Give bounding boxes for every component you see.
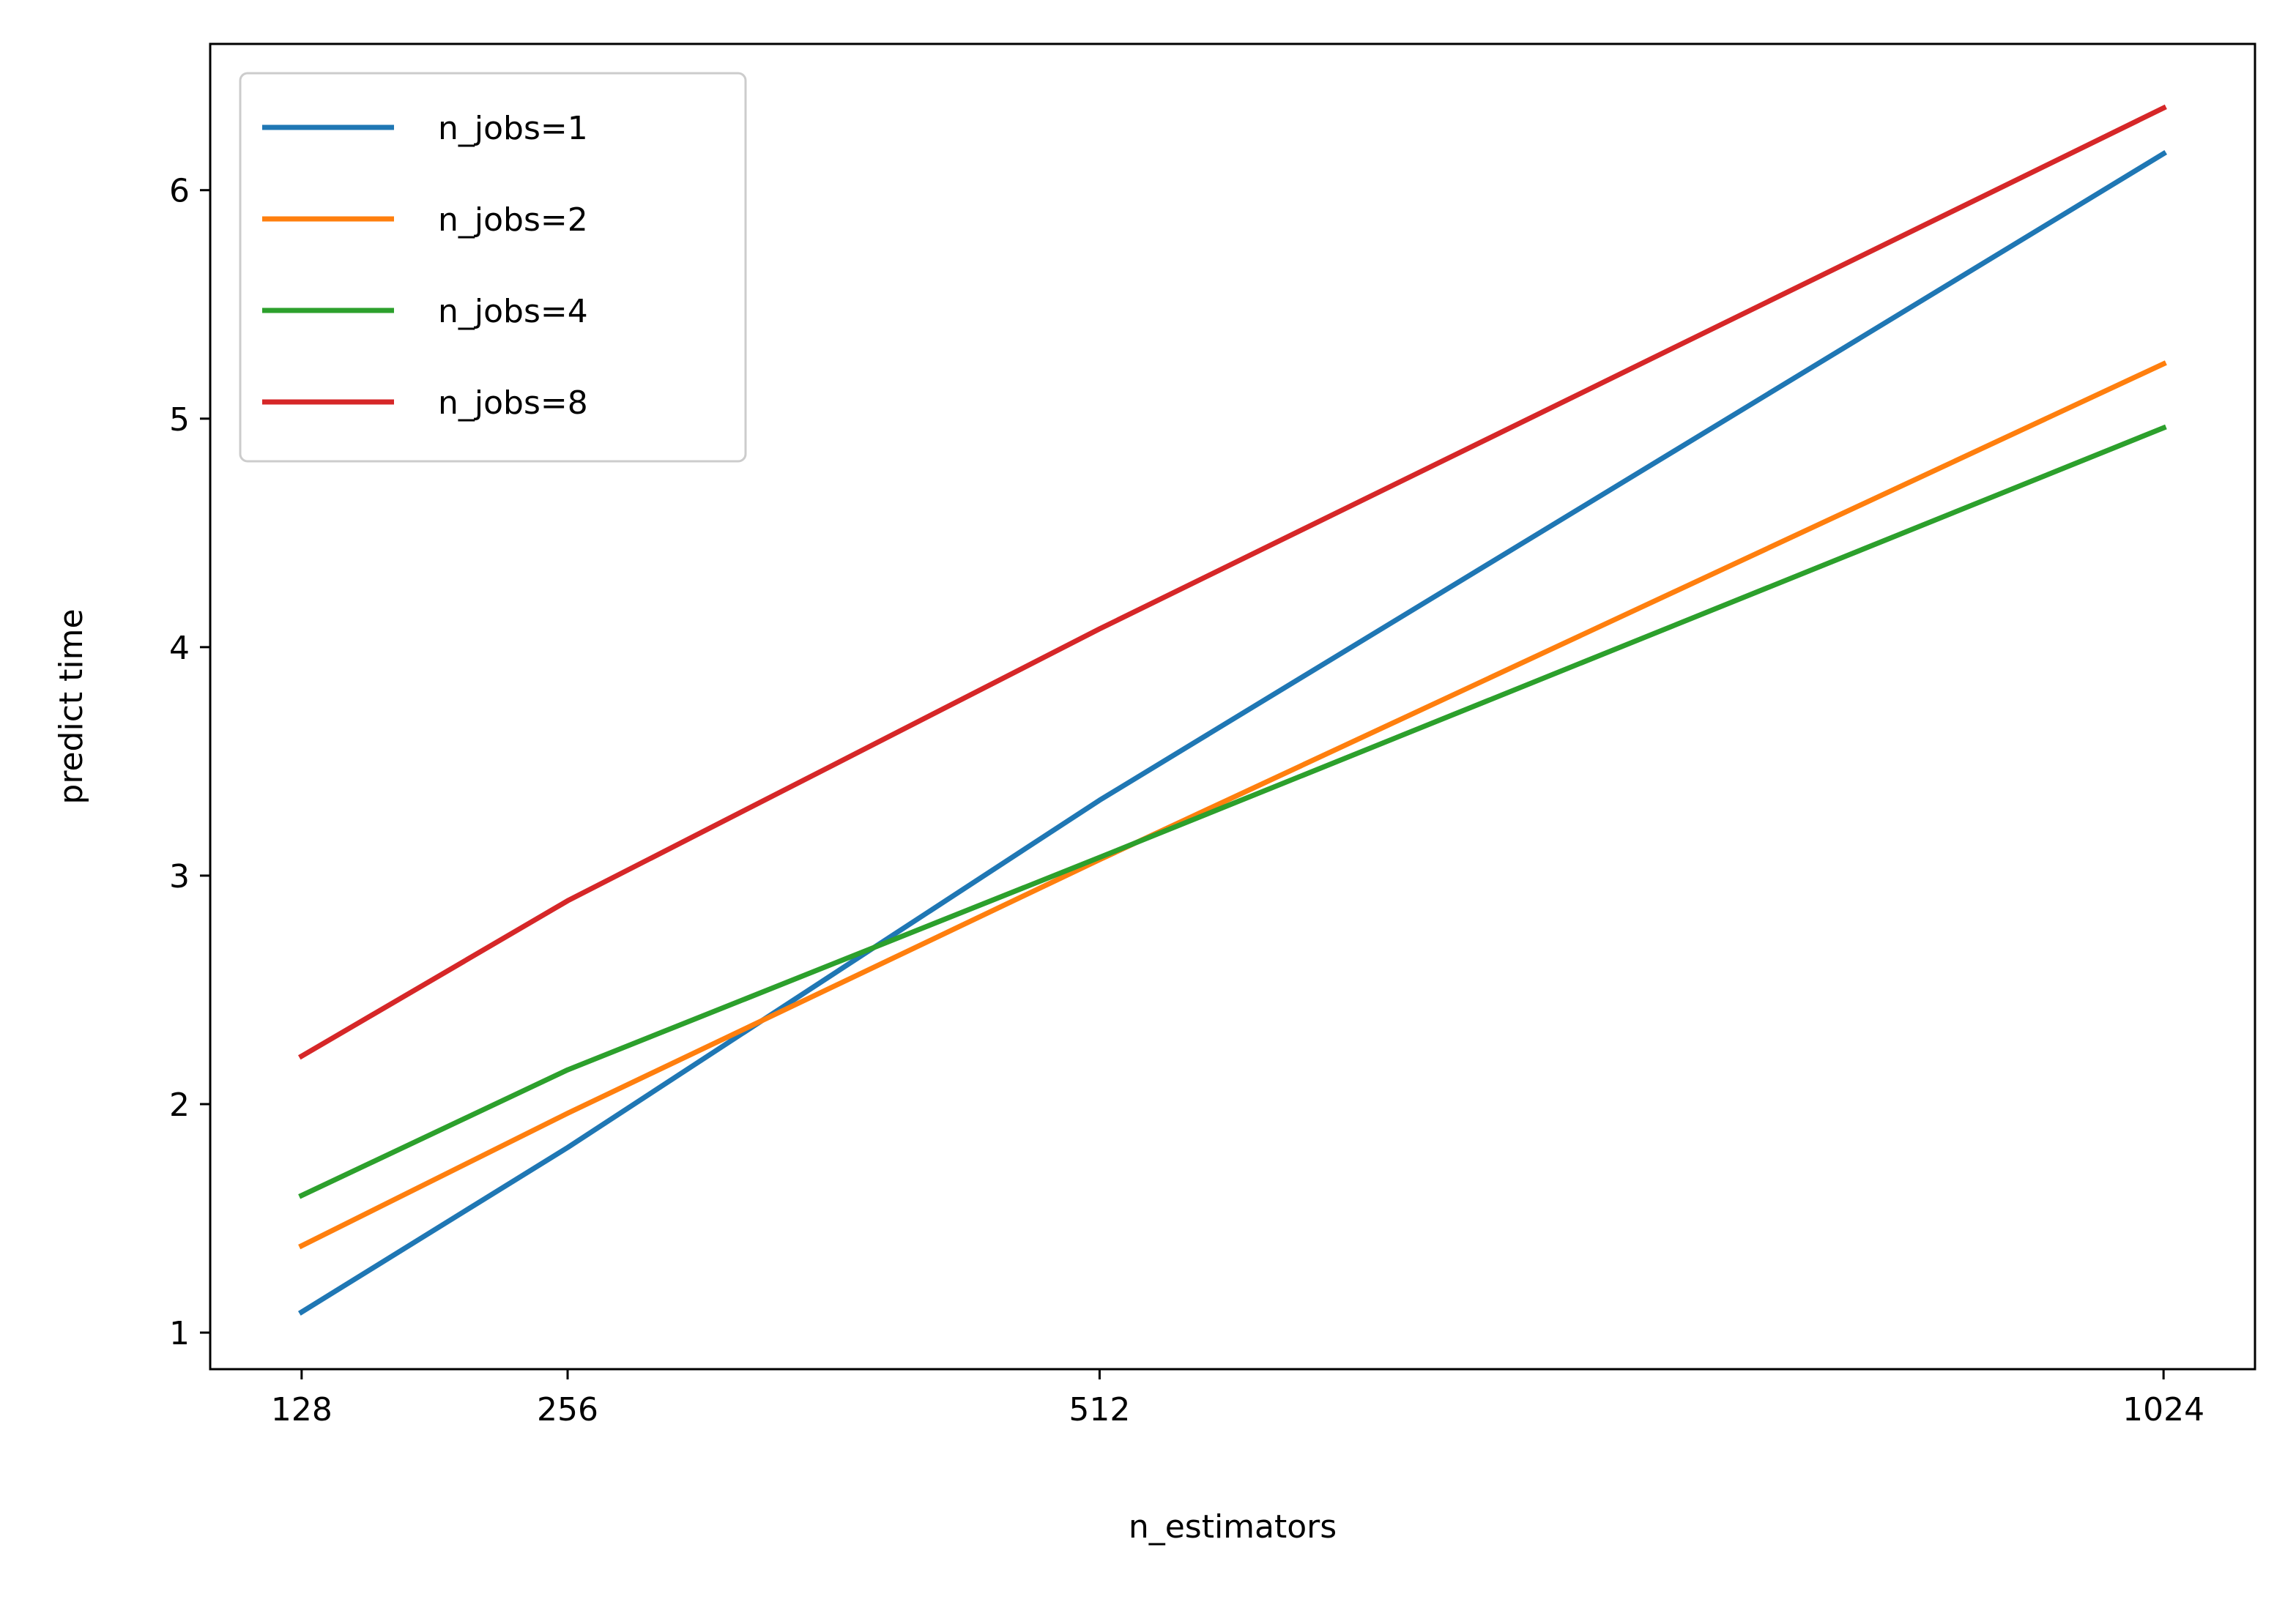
series-line-1 — [298, 360, 2167, 1250]
series-line-2 — [298, 424, 2167, 1199]
y-axis-label: predict time — [53, 608, 90, 804]
legend: n_jobs=1 n_jobs=2 n_jobs=4 n_jobs=8 — [239, 72, 747, 463]
legend-label-3: n_jobs=8 — [438, 384, 588, 422]
series-line-3 — [298, 104, 2167, 1060]
x-axis-label: n_estimators — [1129, 1508, 1337, 1546]
x-tick-label: 1024 — [2122, 1391, 2204, 1428]
y-tick-label: 5 — [169, 401, 190, 439]
legend-label-1: n_jobs=2 — [438, 201, 588, 239]
y-axis-ticks: 1 2 3 4 5 6 — [169, 173, 210, 1352]
x-tick-label: 512 — [1069, 1391, 1130, 1428]
y-tick-label: 1 — [169, 1315, 190, 1352]
y-tick-label: 3 — [169, 858, 190, 895]
x-tick-label: 256 — [537, 1391, 598, 1428]
y-tick-label: 2 — [169, 1087, 190, 1124]
legend-box — [239, 72, 747, 463]
series-layer — [297, 104, 2168, 1316]
legend-label-2: n_jobs=4 — [438, 293, 588, 330]
y-tick-label: 6 — [169, 173, 190, 210]
x-axis-ticks: 128 256 512 1024 — [271, 1369, 2204, 1428]
x-tick-label: 128 — [271, 1391, 332, 1428]
legend-label-0: n_jobs=1 — [438, 110, 588, 147]
y-tick-label: 4 — [169, 630, 190, 667]
series-line-0 — [297, 149, 2168, 1316]
